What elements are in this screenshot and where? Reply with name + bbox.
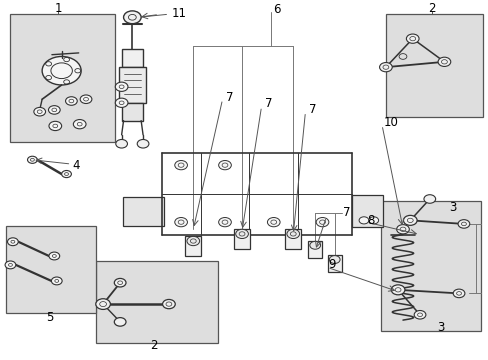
Circle shape bbox=[7, 238, 18, 246]
Bar bbox=[122, 103, 143, 121]
Circle shape bbox=[61, 171, 71, 177]
Circle shape bbox=[379, 63, 391, 72]
Circle shape bbox=[5, 261, 16, 269]
Text: 3: 3 bbox=[448, 201, 456, 215]
Bar bbox=[5, 226, 96, 313]
Bar bbox=[351, 195, 383, 228]
Text: 4: 4 bbox=[73, 159, 80, 172]
Text: 3: 3 bbox=[436, 321, 444, 334]
Text: 5: 5 bbox=[46, 311, 53, 324]
Circle shape bbox=[116, 139, 127, 148]
Circle shape bbox=[286, 229, 299, 239]
Bar bbox=[385, 14, 483, 117]
Bar bbox=[234, 229, 249, 249]
Bar bbox=[380, 201, 480, 331]
Text: 2: 2 bbox=[150, 339, 158, 352]
Circle shape bbox=[413, 310, 425, 319]
Circle shape bbox=[403, 215, 416, 225]
Text: 8: 8 bbox=[366, 214, 374, 227]
Circle shape bbox=[80, 95, 92, 104]
Circle shape bbox=[186, 237, 199, 246]
Text: 9: 9 bbox=[327, 258, 335, 271]
Circle shape bbox=[218, 161, 231, 170]
Circle shape bbox=[49, 121, 61, 131]
Circle shape bbox=[390, 285, 404, 295]
Bar bbox=[308, 241, 322, 258]
Circle shape bbox=[42, 57, 81, 85]
Circle shape bbox=[162, 300, 175, 309]
Circle shape bbox=[358, 217, 368, 224]
Bar bbox=[119, 67, 146, 103]
Circle shape bbox=[174, 217, 187, 227]
Text: 7: 7 bbox=[308, 103, 316, 116]
Bar bbox=[285, 229, 301, 249]
Circle shape bbox=[174, 161, 187, 170]
Bar bbox=[96, 261, 217, 343]
Text: 7: 7 bbox=[342, 206, 350, 219]
Text: 10: 10 bbox=[383, 116, 398, 129]
Circle shape bbox=[34, 107, 45, 116]
Circle shape bbox=[309, 242, 320, 249]
Circle shape bbox=[137, 139, 149, 148]
Text: 1: 1 bbox=[54, 2, 62, 15]
Circle shape bbox=[406, 34, 418, 43]
Text: 11: 11 bbox=[171, 7, 186, 20]
Text: 7: 7 bbox=[225, 91, 233, 104]
Bar bbox=[185, 237, 201, 256]
Circle shape bbox=[316, 217, 328, 227]
Circle shape bbox=[457, 220, 469, 228]
Bar bbox=[122, 49, 143, 67]
Text: 6: 6 bbox=[272, 3, 280, 16]
Circle shape bbox=[396, 225, 408, 234]
Circle shape bbox=[267, 217, 280, 227]
Circle shape bbox=[115, 82, 128, 91]
Bar bbox=[122, 197, 163, 226]
Circle shape bbox=[48, 105, 60, 114]
Circle shape bbox=[51, 277, 62, 285]
Circle shape bbox=[73, 120, 86, 129]
Circle shape bbox=[218, 217, 231, 227]
Circle shape bbox=[27, 156, 37, 163]
Circle shape bbox=[452, 289, 464, 298]
Circle shape bbox=[437, 57, 450, 67]
Bar bbox=[10, 14, 115, 142]
Circle shape bbox=[123, 11, 141, 24]
Circle shape bbox=[368, 217, 378, 224]
Circle shape bbox=[96, 299, 110, 310]
Bar bbox=[327, 255, 341, 272]
Circle shape bbox=[114, 318, 126, 326]
Circle shape bbox=[329, 256, 339, 264]
Circle shape bbox=[65, 97, 77, 105]
Text: 2: 2 bbox=[427, 2, 435, 15]
Circle shape bbox=[423, 195, 435, 203]
Circle shape bbox=[235, 229, 248, 239]
Circle shape bbox=[49, 252, 60, 260]
Circle shape bbox=[115, 98, 128, 107]
Text: 7: 7 bbox=[264, 97, 272, 110]
Circle shape bbox=[114, 278, 126, 287]
